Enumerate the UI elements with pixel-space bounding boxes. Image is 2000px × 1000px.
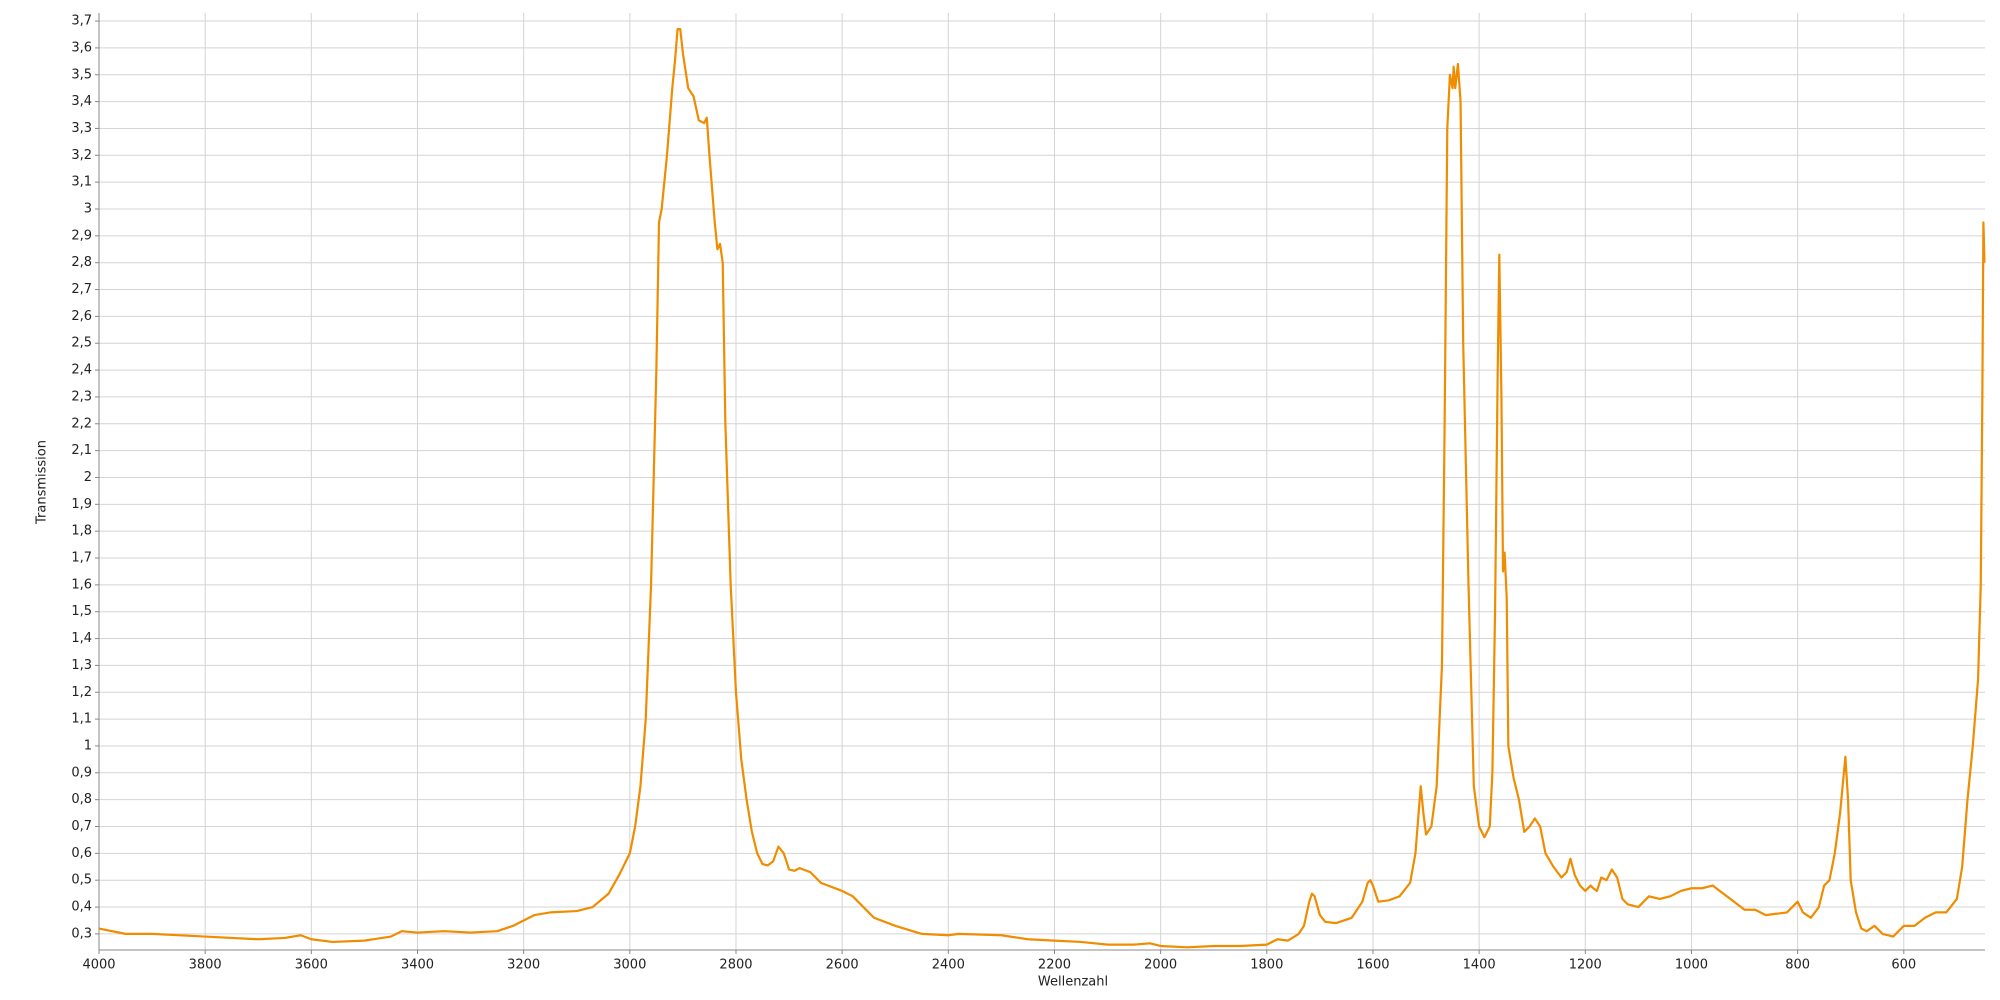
spectrum-line [98, 28, 1986, 949]
y-tick-label: 2,6 [71, 309, 92, 324]
y-tick-label: 2,7 [71, 282, 92, 297]
x-tick-label: 3600 [295, 958, 328, 973]
y-tick-label: 2,2 [71, 416, 92, 431]
y-tick-label: 2,4 [71, 363, 92, 378]
y-tick-label: 1,5 [71, 604, 92, 619]
y-tick-label: 1,2 [71, 685, 92, 700]
x-tick-label: 3800 [189, 958, 222, 973]
y-tick-label: 3,5 [71, 67, 92, 82]
y-tick-label: 1,1 [71, 712, 92, 727]
y-tick-label: 0,3 [71, 926, 92, 941]
y-tick-label: 2,3 [71, 389, 92, 404]
x-tick-label: 1600 [1356, 958, 1389, 973]
x-tick-label: 1000 [1675, 958, 1708, 973]
x-tick-label: 2400 [932, 958, 965, 973]
x-axis-title: Wellenzahl [1038, 975, 1108, 990]
y-tick-label: 3 [84, 201, 92, 216]
x-tick-label: 1400 [1463, 958, 1496, 973]
x-tick-label: 3200 [507, 958, 540, 973]
y-tick-label: 2,1 [71, 443, 92, 458]
y-tick-label: 3,2 [71, 148, 92, 163]
y-tick-label: 0,7 [71, 819, 92, 834]
y-tick-label: 1 [84, 738, 92, 753]
y-tick-label: 3,4 [71, 94, 92, 109]
y-tick-label: 1,6 [71, 577, 92, 592]
y-tick-label: 2,9 [71, 228, 92, 243]
x-tick-label: 4000 [82, 958, 115, 973]
y-tick-label: 0,8 [71, 792, 92, 807]
x-tick-label: 2800 [719, 958, 752, 973]
x-tick-label: 600 [1891, 958, 1916, 973]
y-tick-label: 3,1 [71, 175, 92, 190]
y-tick-label: 2,5 [71, 336, 92, 351]
x-tick-label: 800 [1785, 958, 1810, 973]
y-tick-label: 1,3 [71, 658, 92, 673]
y-tick-label: 2 [84, 470, 92, 485]
y-tick-label: 2,8 [71, 255, 92, 270]
y-tick-label: 3,3 [71, 121, 92, 136]
y-tick-label: 1,7 [71, 551, 92, 566]
y-tick-label: 1,4 [71, 631, 92, 646]
x-tick-label: 2600 [826, 958, 859, 973]
y-tick-label: 1,9 [71, 497, 92, 512]
x-tick-label: 1800 [1250, 958, 1283, 973]
x-tick-label: 3000 [613, 958, 646, 973]
x-tick-label: 2000 [1144, 958, 1177, 973]
y-tick-label: 3,6 [71, 40, 92, 55]
y-tick-label: 1,8 [71, 524, 92, 539]
y-tick-label: 0,4 [71, 900, 92, 915]
y-tick-label: 0,6 [71, 846, 92, 861]
x-tick-label: 2200 [1038, 958, 1071, 973]
y-tick-label: 0,5 [71, 873, 92, 888]
y-tick-label: 3,7 [71, 14, 92, 29]
x-tick-label: 3400 [401, 958, 434, 973]
x-tick-label: 1200 [1569, 958, 1602, 973]
y-axis-title: Transmission [35, 440, 50, 525]
y-tick-label: 0,9 [71, 765, 92, 780]
